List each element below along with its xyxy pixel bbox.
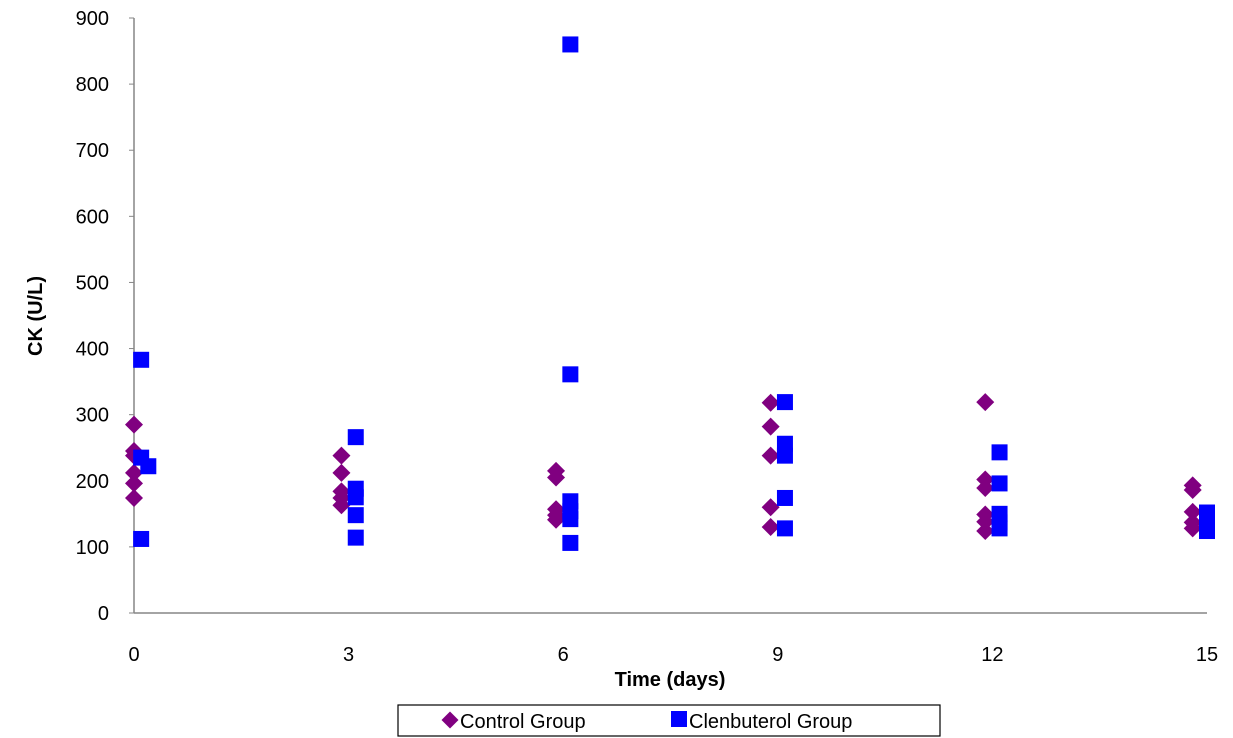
legend-label-control-group: Control Group: [460, 711, 586, 733]
clenbuterol-group-point: [776, 394, 793, 411]
clenbuterol-group-point: [991, 444, 1008, 461]
x-tick-label: 15: [1196, 644, 1218, 666]
control-group-point: [1183, 519, 1202, 538]
control-group-point: [332, 496, 351, 515]
clenbuterol-group-point: [991, 475, 1008, 492]
y-tick-label: 0: [98, 603, 109, 625]
y-tick-label: 900: [76, 8, 109, 30]
clenbuterol-group-point: [133, 351, 150, 368]
x-tick-label: 6: [558, 644, 569, 666]
clenbuterol-group-point: [347, 489, 364, 506]
y-tick-label: 500: [76, 272, 109, 294]
legend-marker-control-diamond: [441, 711, 459, 729]
x-tick-label: 12: [981, 644, 1003, 666]
control-group-point: [976, 479, 995, 498]
control-group-point: [125, 415, 143, 434]
control-group-point: [125, 474, 143, 493]
x-tick-labels: 0 3 6 9 12 15: [128, 644, 1218, 666]
clenbuterol-group-point: [347, 429, 364, 446]
control-group-point: [1183, 502, 1202, 521]
clenbuterol-group-point: [562, 511, 579, 528]
control-group-point: [1183, 481, 1202, 500]
y-tick-label: 300: [76, 405, 109, 427]
control-group-point: [761, 393, 780, 412]
control-group-point: [547, 510, 566, 529]
clenbuterol-group-point: [347, 507, 364, 524]
y-tick-label: 700: [76, 140, 109, 162]
clenbuterol-group-series: [133, 36, 1215, 551]
control-group-series: [125, 393, 1202, 541]
legend-marker-clenbuterol-square: [671, 711, 687, 727]
x-tick-label: 3: [343, 644, 354, 666]
clenbuterol-group-point: [776, 447, 793, 464]
control-group-point: [976, 512, 995, 531]
legend-box: [397, 704, 941, 737]
x-tick-label: 0: [128, 644, 139, 666]
clenbuterol-group-point: [133, 530, 150, 547]
control-group-point: [332, 463, 351, 482]
clenbuterol-group-point: [562, 534, 579, 551]
control-group-point: [976, 522, 995, 541]
control-group-point: [332, 446, 351, 465]
control-group-point: [547, 468, 566, 487]
clenbuterol-group-point: [1199, 523, 1215, 540]
clenbuterol-group-point: [776, 489, 793, 506]
y-tick-label: 400: [76, 339, 109, 361]
y-tick-label: 800: [76, 74, 109, 96]
control-group-point: [125, 488, 143, 507]
y-axis-title: CK (U/L): [25, 276, 47, 356]
clenbuterol-group-point: [140, 458, 157, 475]
control-group-point: [761, 446, 780, 465]
clenbuterol-group-point: [562, 36, 579, 53]
clenbuterol-group-point: [347, 529, 364, 546]
control-group-point: [761, 498, 780, 517]
x-axis-title: Time (days): [615, 669, 726, 691]
y-tick-labels: 0 100 200 300 400 500 600 700 800 900: [76, 8, 134, 625]
x-tick-label: 9: [772, 644, 783, 666]
axes: [133, 18, 1207, 614]
clenbuterol-group-point: [776, 520, 793, 537]
control-group-point: [976, 393, 995, 412]
control-group-point: [761, 417, 780, 436]
legend-label-clenbuterol-group: Clenbuterol Group: [689, 711, 852, 733]
clenbuterol-group-point: [991, 520, 1008, 537]
clenbuterol-group-point: [562, 366, 579, 383]
y-tick-label: 600: [76, 206, 109, 228]
control-group-point: [125, 463, 143, 482]
y-tick-label: 100: [76, 537, 109, 559]
control-group-point: [761, 518, 780, 537]
legend: Control Group Clenbuterol Group: [397, 704, 941, 737]
y-tick-label: 200: [76, 471, 109, 493]
